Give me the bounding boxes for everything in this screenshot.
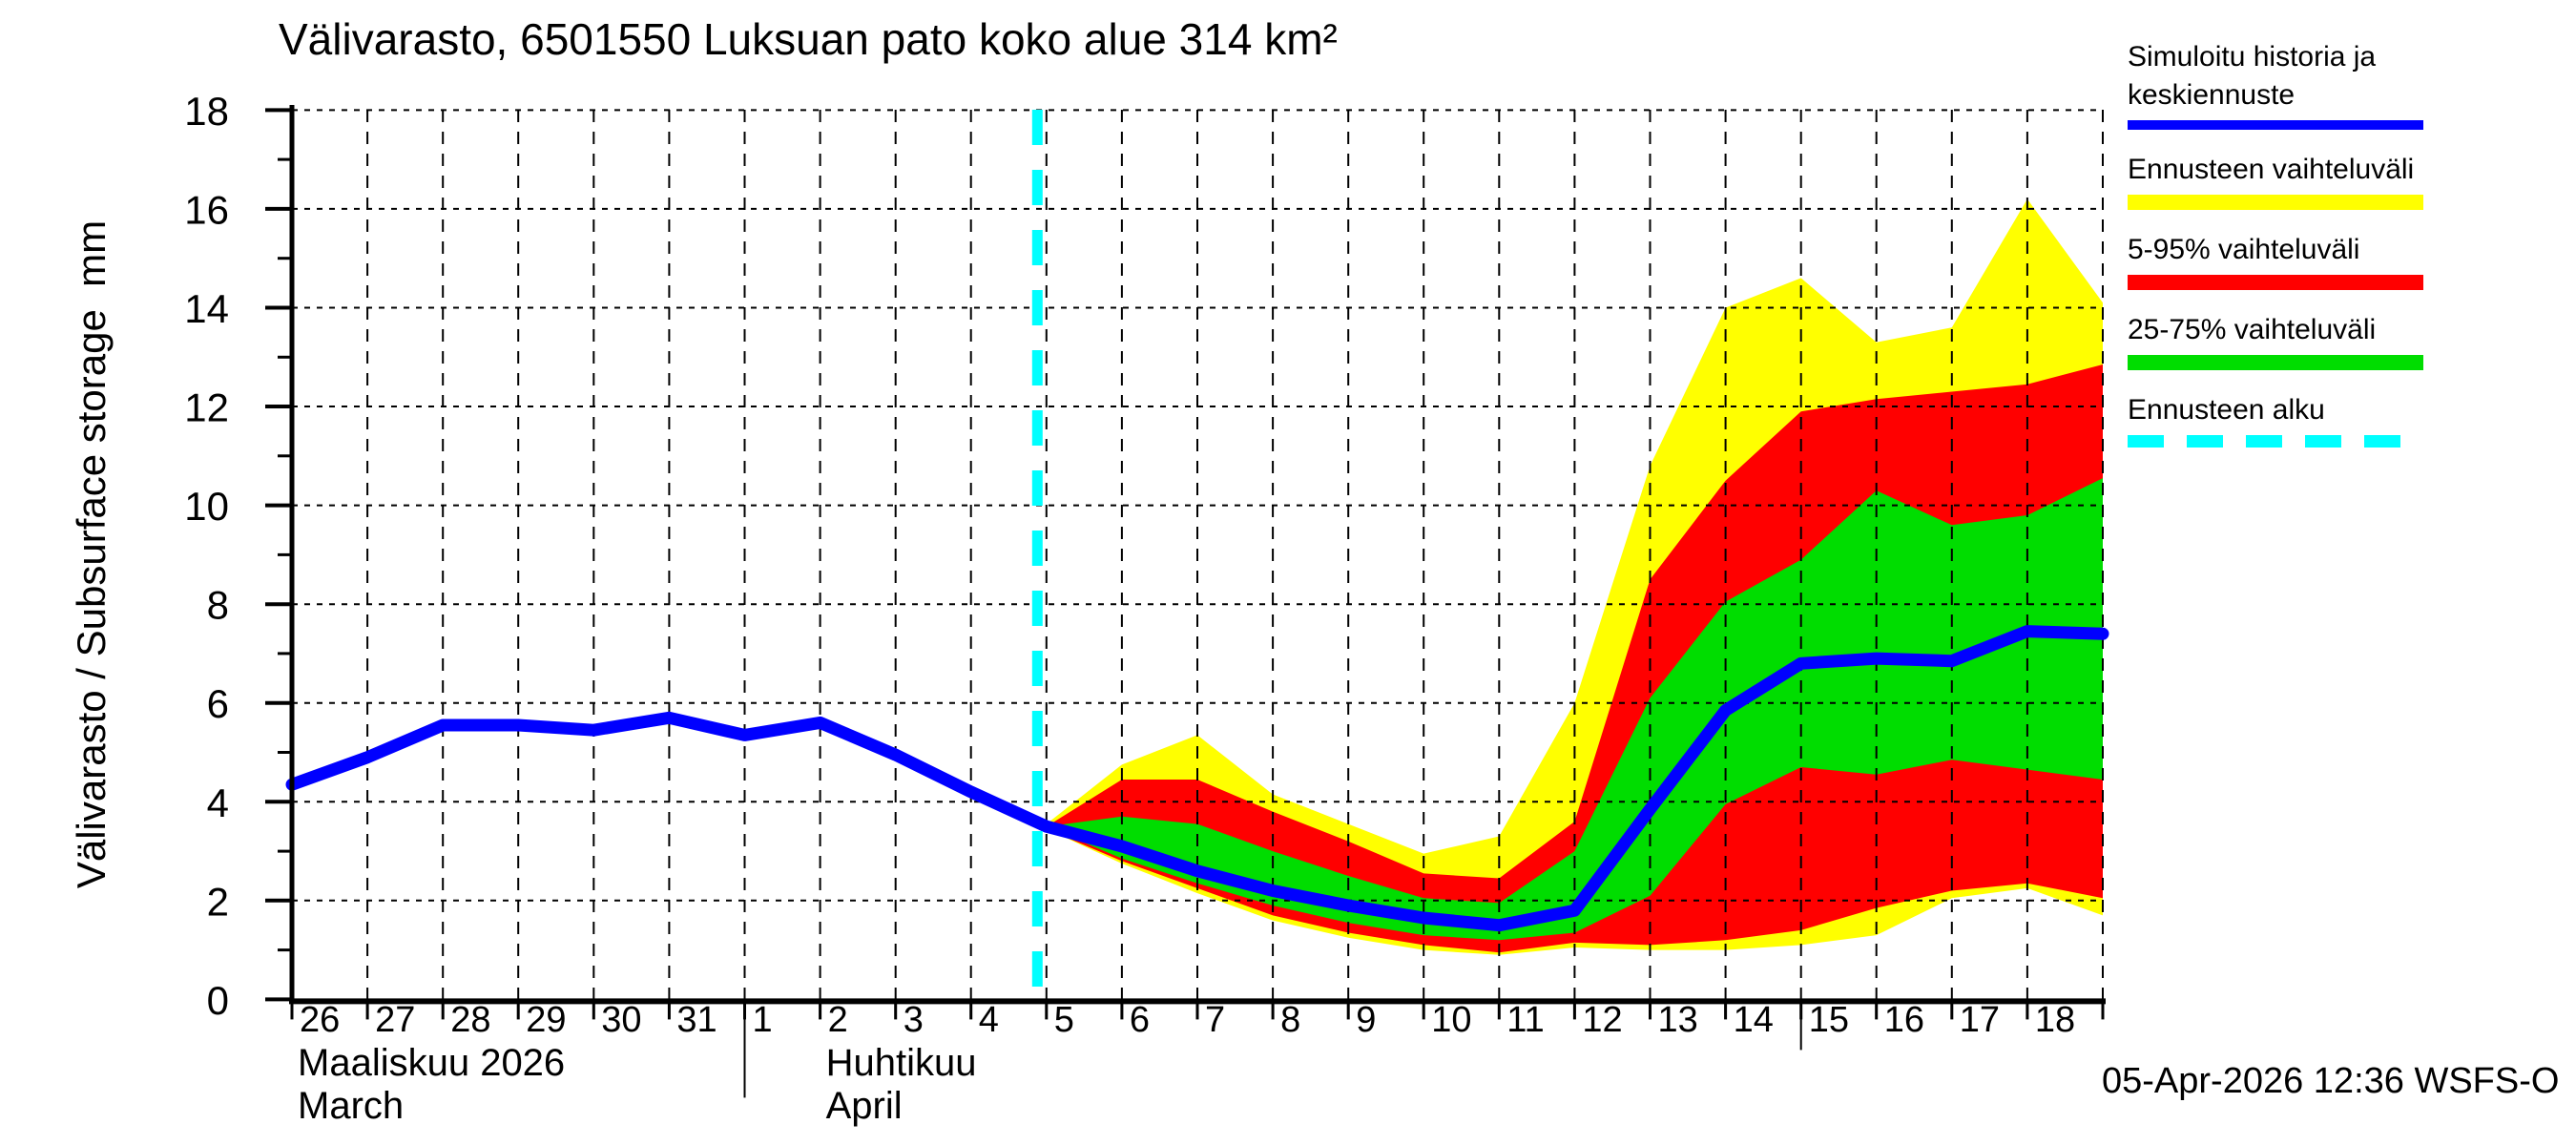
y-tick-label: 8 [207,583,229,628]
x-tick-label: 30 [601,1000,641,1040]
legend-item-25-75: 25-75% vaihteluväli [2128,311,2566,370]
y-tick-label: 12 [184,385,229,430]
legend-label: Ennusteen vaihteluväli [2128,154,2415,185]
y-tick-label: 16 [184,187,229,232]
x-tick-label: 9 [1356,1000,1376,1040]
x-tick-label: 10 [1431,1000,1471,1040]
y-tick-label: 2 [207,879,229,924]
legend-item-history: Simuloitu historia ja keskiennuste [2128,38,2566,130]
month-label-fi: Huhtikuu [826,1042,977,1084]
band-5-95 [1046,364,2103,953]
y-tick-label: 6 [207,681,229,726]
legend-line-sample-cyan-dashed [2128,435,2423,448]
x-tick-label: 13 [1658,1000,1698,1040]
legend-label: keskiennuste [2128,79,2296,111]
y-axis-ticks: 0 2 4 6 8 10 12 14 16 18 [184,89,292,1023]
month-label-fi: Maaliskuu 2026 [298,1042,565,1084]
x-tick-label: 8 [1280,1000,1300,1040]
legend-line-sample-blue [2128,120,2423,130]
legend-item-forecast-start: Ennusteen alku [2128,391,2566,448]
history-and-median-line [285,625,2109,932]
x-tick-label: 1 [753,1000,773,1040]
y-tick-label: 4 [207,781,229,825]
x-tick-label: 4 [979,1000,999,1040]
x-tick-label: 29 [526,1000,566,1040]
chart-title: Välivarasto, 6501550 Luksuan pato koko a… [279,14,1338,64]
legend-item-5-95: 5-95% vaihteluväli [2128,231,2566,290]
x-tick-label: 7 [1205,1000,1225,1040]
month-label-en: April [826,1085,903,1127]
x-tick-label: 17 [1960,1000,2000,1040]
x-tick-label: 16 [1884,1000,1924,1040]
x-tick-label: 18 [2035,1000,2075,1040]
y-tick-label: 10 [184,484,229,529]
legend-item-forecast-range: Ennusteen vaihteluväli [2128,151,2566,210]
y-tick-label: 0 [207,978,229,1023]
legend-label: 25-75% vaihteluväli [2128,314,2377,345]
legend-line-sample-green [2128,355,2423,370]
legend-line-sample-yellow [2128,195,2423,210]
x-tick-label: 26 [300,1000,340,1040]
x-tick-label: 3 [904,1000,924,1040]
band-25-75 [1046,478,2103,941]
legend-label: 5-95% vaihteluväli [2128,234,2360,265]
timestamp: 05-Apr-2026 12:36 WSFS-O [2102,1061,2560,1101]
x-tick-label: 12 [1582,1000,1622,1040]
legend-label: Simuloitu historia ja [2128,41,2377,73]
x-tick-label: 27 [375,1000,415,1040]
x-tick-label: 2 [828,1000,848,1040]
y-axis-label: Välivarasto / Subsurface storage mm [69,219,114,889]
y-tick-label: 18 [184,89,229,134]
legend-label: Ennusteen alku [2128,394,2325,426]
x-tick-label: 5 [1054,1000,1074,1040]
x-tick-label: 31 [676,1000,717,1040]
x-axis-ticks: 26 27 28 29 30 31 1 2 3 4 5 6 7 8 9 10 11 12 13 14 15 16 17 18M… [290,1000,2105,1127]
x-tick-label: 14 [1734,1000,1774,1040]
legend: Simuloitu historia ja keskiennuste Ennus… [2128,38,2566,468]
x-tick-label: 6 [1130,1000,1150,1040]
x-tick-label: 11 [1506,1000,1544,1040]
legend-line-sample-red [2128,275,2423,290]
month-label-en: March [298,1085,404,1127]
x-tick-label: 28 [450,1000,490,1040]
y-tick-label: 14 [184,286,229,331]
x-tick-label: 15 [1809,1000,1849,1040]
gridlines [292,109,2104,1000]
